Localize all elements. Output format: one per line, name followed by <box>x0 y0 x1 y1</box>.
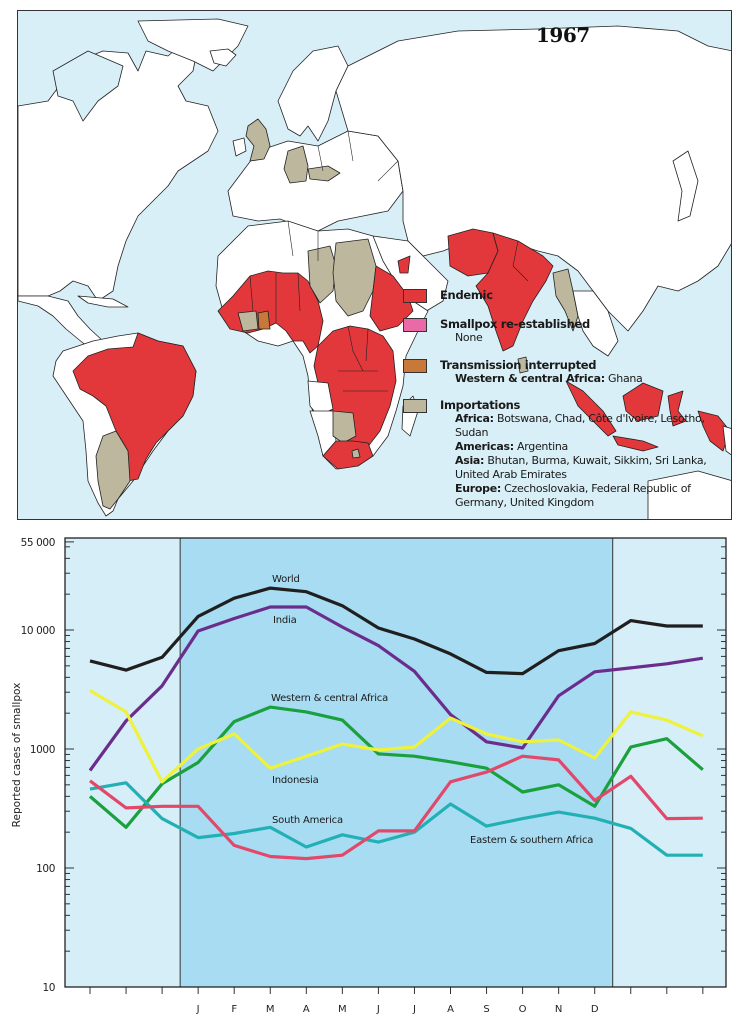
series-label-world: World <box>272 574 300 585</box>
series-line-world <box>89 586 703 676</box>
lesotho <box>351 448 361 459</box>
sumatra <box>565 380 617 437</box>
legend-transmission-title: Transmission interrupted <box>440 358 597 372</box>
somalia-djibouti <box>397 255 411 274</box>
series-line-south-america <box>89 781 703 857</box>
world-map-panel: 1967 Endemic Smallpox re-established Non… <box>17 10 732 520</box>
series-label-indonesia: Indonesia <box>272 775 319 786</box>
asia-countries: Bhutan, Burma, Kuwait, Sikkim, Sri Lanka… <box>487 454 707 467</box>
brazil <box>72 332 197 482</box>
endemic-swatch <box>403 289 427 303</box>
legend-re-established-none: None <box>455 331 483 344</box>
labels: 10 100 1000 10 000 55 000 J F M A M J J A S O N D World In… <box>21 537 599 1015</box>
chad <box>307 245 337 304</box>
plot-frame <box>64 537 727 988</box>
x-tick-label: O <box>519 1004 527 1015</box>
africa-countries: Botswana, Chad, Côte d'Ivoire, Lesotho, <box>496 412 705 425</box>
x-tick-label: F <box>231 1004 237 1015</box>
iceland <box>209 48 237 67</box>
x-tick-label: D <box>591 1004 599 1015</box>
legend-endemic-title: Endemic <box>440 288 493 302</box>
hudson-region <box>52 50 124 122</box>
x-tick-label: S <box>483 1004 489 1015</box>
y-tick-label: 1000 <box>30 744 55 756</box>
series-line-indonesia <box>89 689 704 784</box>
map-year-label: 1967 <box>536 23 590 47</box>
legend-transmission-countries: Ghana <box>608 372 643 385</box>
legend-importations-title: Importations <box>440 398 521 412</box>
y-tick-label: 100 <box>36 863 55 875</box>
series-lines <box>88 586 704 861</box>
legend-importations-europe: Europe: Czechoslovakia, Federal Republic… <box>455 482 691 496</box>
europe-mainland <box>227 130 404 232</box>
legend-importations-europe-2: Germany, United Kingdom <box>455 496 594 509</box>
series-label-eastern-southern-africa: Eastern & southern Africa <box>470 835 593 846</box>
world-map <box>18 18 731 519</box>
united-kingdom <box>245 118 271 162</box>
europe-countries: Czechoslovakia, Federal Republic of <box>504 482 691 495</box>
ghana <box>257 310 271 330</box>
west-germany <box>283 145 309 184</box>
sri-lanka <box>517 356 529 374</box>
sudan <box>332 238 377 317</box>
sulawesi <box>667 390 687 427</box>
legend-importations-americas: Americas: Argentina <box>455 440 568 454</box>
series-label-south-america: South America <box>272 815 343 826</box>
x-tick-label: N <box>555 1004 562 1015</box>
botswana <box>332 410 357 444</box>
series-label-india: India <box>273 615 297 626</box>
java <box>612 435 659 452</box>
europe-label: Europe: <box>455 482 501 495</box>
north-america <box>18 42 219 302</box>
americas-label: Americas: <box>455 440 514 453</box>
japan <box>672 150 699 222</box>
africa-label: Africa: <box>455 412 494 425</box>
americas-countries: Argentina <box>517 440 568 453</box>
legend-importations-asia: Asia: Bhutan, Burma, Kuwait, Sikkim, Sri… <box>455 454 707 468</box>
x-tick-label: M <box>266 1004 275 1015</box>
borders <box>249 130 529 392</box>
legend-transmission-detail: Western & central Africa: Ghana <box>455 372 643 386</box>
x-tick-label: A <box>303 1004 310 1015</box>
australia <box>647 470 731 519</box>
asia-label: Asia: <box>455 454 485 467</box>
chart-svg: 10 100 1000 10 000 55 000 J F M A M J J A S O N D World In… <box>11 537 727 1015</box>
smallpox-cases-chart: 10 100 1000 10 000 55 000 J F M A M J J A S O N D World In… <box>0 530 747 1024</box>
x-tick-label: J <box>196 1004 200 1015</box>
series-label-western-central-africa: Western & central Africa <box>271 693 388 704</box>
y-tick-label: 55 000 <box>21 537 55 549</box>
new-guinea-east <box>722 425 731 456</box>
series-line-india <box>88 605 704 772</box>
y-tick-label: 10 <box>42 982 55 994</box>
india <box>475 232 554 352</box>
y-axis-title: Reported cases of smallpox <box>11 683 23 828</box>
re-established-swatch <box>403 318 427 332</box>
x-tick-label: M <box>338 1004 347 1015</box>
southeast-asia <box>572 290 619 357</box>
ireland <box>232 137 247 157</box>
borneo <box>622 382 664 422</box>
importations-swatch <box>403 399 427 413</box>
y-tick-label: 10 000 <box>21 625 55 637</box>
x-tick-label: J <box>376 1004 380 1015</box>
x-tick-label: J <box>412 1004 416 1015</box>
czechoslovakia <box>307 165 341 182</box>
series-line-eastern-southern-africa <box>89 754 703 861</box>
legend-importations-africa-2: Sudan <box>455 426 489 439</box>
x-tick-label: A <box>447 1004 454 1015</box>
scandinavia <box>277 45 349 142</box>
ethiopia <box>369 265 414 332</box>
south-africa <box>322 440 374 470</box>
new-guinea-west <box>697 410 731 452</box>
argentina <box>95 430 131 510</box>
burma <box>552 268 579 332</box>
legend-importations-asia-2: United Arab Emirates <box>455 468 567 481</box>
cote-divoire <box>237 310 259 332</box>
highlight-band <box>180 538 613 987</box>
cuba <box>77 295 129 308</box>
legend-importations-africa: Africa: Botswana, Chad, Côte d'Ivoire, L… <box>455 412 705 426</box>
legend-re-established-title: Smallpox re-established <box>440 317 590 331</box>
transmission-interrupted-swatch <box>403 359 427 373</box>
legend-transmission-region: Western & central Africa: <box>455 372 605 385</box>
